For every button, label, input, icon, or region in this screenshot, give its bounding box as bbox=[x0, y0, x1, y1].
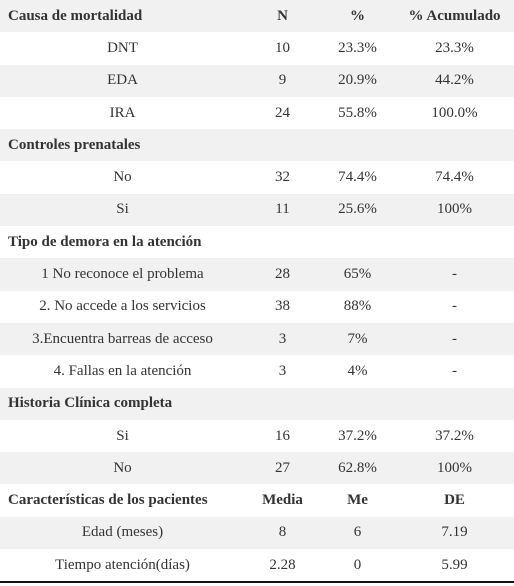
table-row: Tipo de demora en la atención bbox=[0, 226, 514, 258]
cell: 62.8% bbox=[320, 452, 395, 485]
header-cell: % bbox=[320, 0, 395, 33]
table-row: 1 No reconoce el problema 28 65% - bbox=[0, 258, 514, 291]
cell: 38 bbox=[275, 298, 290, 315]
table-row: Causa de mortalidad N%% Acumulado bbox=[0, 0, 514, 33]
table-row: Si 16 37.2% 37.2% bbox=[0, 420, 514, 452]
cell: DNT bbox=[107, 39, 138, 56]
cell: 100% bbox=[395, 452, 514, 485]
cell: 7.19 bbox=[395, 516, 514, 550]
cell: 11 bbox=[245, 193, 320, 227]
header-cell: N bbox=[245, 0, 320, 33]
header-cell: % Acumulado bbox=[395, 0, 514, 33]
table-row: DNT 10 23.3% 23.3% bbox=[0, 32, 514, 64]
cell: Si bbox=[116, 427, 129, 444]
cell: 32 bbox=[275, 169, 290, 186]
cell: 7% bbox=[320, 322, 395, 356]
cell: 16 bbox=[275, 427, 290, 444]
cell: 74.4% bbox=[338, 169, 377, 186]
table-row: 3.Encuentra barreas de acceso 3 7% - bbox=[0, 322, 514, 356]
cell: 4. Fallas en la atención bbox=[53, 362, 192, 379]
table-row: Si 11 25.6% 100% bbox=[0, 193, 514, 227]
cell: 24 bbox=[275, 104, 290, 121]
cell: 100.0% bbox=[431, 104, 478, 121]
table-row: No 27 62.8% 100% bbox=[0, 452, 514, 485]
header-cell: Causa de mortalidad bbox=[0, 0, 245, 33]
cell: 4% bbox=[347, 362, 368, 379]
cell: No bbox=[0, 452, 245, 485]
cell: EDA bbox=[0, 64, 245, 97]
cell: 27 bbox=[245, 452, 320, 485]
cell: 44.2% bbox=[395, 64, 514, 97]
cell: 2. No accede a los servicios bbox=[39, 298, 206, 315]
cell: 28 bbox=[245, 258, 320, 291]
cell: 55.8% bbox=[338, 104, 377, 121]
header-cell: Historia Clínica completa bbox=[0, 387, 514, 420]
cell: 3 bbox=[245, 322, 320, 356]
cell: 6 bbox=[320, 516, 395, 550]
cell: Edad (meses) bbox=[0, 516, 245, 550]
cell: 25.6% bbox=[320, 193, 395, 227]
cell: IRA bbox=[109, 104, 136, 121]
table-row: EDA 9 20.9% 44.2% bbox=[0, 64, 514, 97]
cell: - bbox=[395, 322, 514, 356]
cell: Tiempo atención(días) bbox=[55, 556, 190, 573]
cell: 1 No reconoce el problema bbox=[0, 258, 245, 291]
table-row: Tiempo atención(días) 2.28 0 5.99 bbox=[0, 549, 514, 582]
header-cell: DE bbox=[444, 492, 465, 509]
table-row: 4. Fallas en la atención 3 4% - bbox=[0, 355, 514, 387]
cell: 0 bbox=[353, 556, 362, 573]
cell: 20.9% bbox=[320, 64, 395, 97]
cell: - bbox=[452, 298, 457, 315]
cell: 9 bbox=[245, 64, 320, 97]
cell: 5.99 bbox=[441, 556, 468, 573]
header-cell: Características de los pacientes bbox=[8, 492, 208, 509]
cell: 8 bbox=[245, 516, 320, 550]
cell: 65% bbox=[320, 258, 395, 291]
header-cell: Controles prenatales bbox=[0, 129, 514, 162]
cell: Si bbox=[0, 193, 245, 227]
table-row: Características de los pacientes Media Me D… bbox=[0, 484, 514, 516]
cell: 37.2% bbox=[338, 427, 377, 444]
cell: No bbox=[113, 169, 132, 186]
cell: 2.28 bbox=[269, 556, 296, 573]
cell: 23.3% bbox=[338, 39, 377, 56]
table-row: Controles prenatales bbox=[0, 129, 514, 162]
cell: 88% bbox=[343, 298, 372, 315]
cell: 74.4% bbox=[435, 169, 474, 186]
table-row: Edad (meses) 8 6 7.19 bbox=[0, 516, 514, 550]
table-row: Historia Clínica completa bbox=[0, 387, 514, 420]
header-cell: Tipo de demora en la atención bbox=[8, 233, 202, 250]
table-row: No 32 74.4% 74.4% bbox=[0, 161, 514, 193]
cell: 37.2% bbox=[435, 427, 474, 444]
header-cell: Me bbox=[347, 492, 368, 509]
cell: 100% bbox=[395, 193, 514, 227]
cell: - bbox=[395, 258, 514, 291]
cell: 23.3% bbox=[435, 39, 474, 56]
cell: 10 bbox=[275, 39, 290, 56]
cell: - bbox=[452, 362, 457, 379]
header-cell: Media bbox=[262, 492, 303, 509]
cell: 3.Encuentra barreas de acceso bbox=[0, 322, 245, 356]
cell: 3 bbox=[278, 362, 287, 379]
table-row: IRA 24 55.8% 100.0% bbox=[0, 97, 514, 129]
table-row: 2. No accede a los servicios 38 88% - bbox=[0, 291, 514, 323]
